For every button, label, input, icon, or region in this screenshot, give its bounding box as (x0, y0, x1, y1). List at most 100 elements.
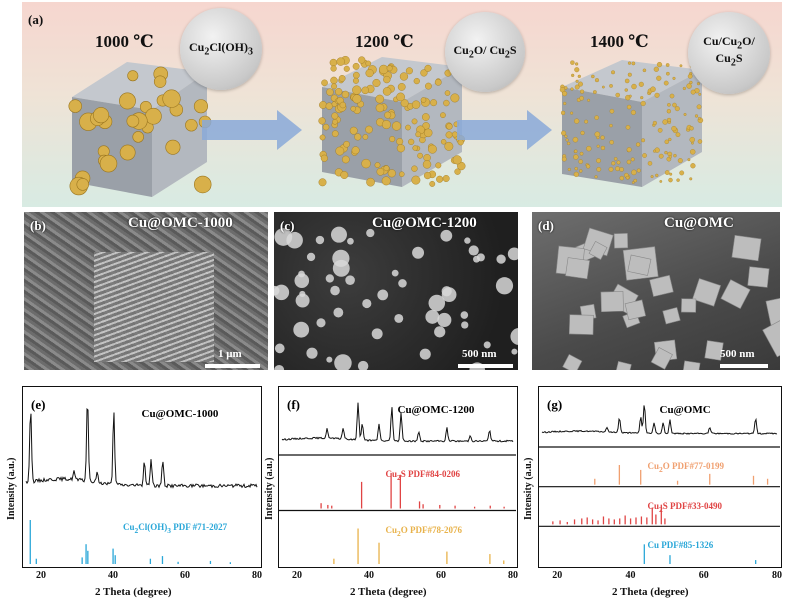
sem-crystal (568, 314, 594, 335)
particle (422, 160, 432, 169)
particle (691, 141, 694, 145)
particle (602, 85, 605, 89)
particle (452, 155, 462, 165)
sem-particle (274, 364, 285, 370)
particle (325, 102, 333, 110)
x-tick-label: 80 (508, 570, 518, 581)
x-tick-label: 80 (252, 570, 262, 581)
particle (352, 94, 362, 104)
particle (611, 70, 615, 75)
particle (574, 118, 580, 124)
sem-particle (428, 294, 446, 312)
particle (340, 171, 349, 179)
particle (627, 72, 632, 77)
sem-image-b (22, 210, 270, 372)
sem-particle (306, 252, 316, 262)
xrd-sample-name: Cu@OMC-1200 (398, 404, 475, 416)
particle (326, 88, 334, 96)
sem-crystal (682, 360, 701, 370)
particle (679, 170, 685, 176)
particle (671, 125, 677, 132)
ylabel-g: Intensity (a.u.) (523, 457, 534, 520)
particle (673, 153, 677, 158)
particle (564, 134, 568, 138)
particle (382, 87, 392, 96)
particle (445, 131, 453, 139)
sem-b-scale: 1 μm (218, 348, 242, 360)
sem-particle (495, 277, 514, 295)
particle (330, 65, 337, 72)
phase-1000: Cu2Cl(OH)3 (188, 40, 253, 58)
particle (457, 139, 464, 146)
particle (656, 62, 663, 68)
particle (697, 116, 701, 120)
particle (682, 86, 686, 90)
particle (687, 158, 691, 162)
particle (362, 134, 369, 140)
particle (185, 118, 198, 132)
particle (561, 156, 567, 162)
sem-particle (425, 309, 440, 324)
particle (694, 114, 699, 118)
sem-crystal (627, 254, 652, 276)
particle (442, 175, 450, 182)
particle (609, 123, 613, 128)
sem-particle (325, 274, 334, 283)
particle (424, 64, 432, 72)
particle (193, 175, 212, 194)
particle (624, 88, 628, 92)
particle (350, 105, 357, 112)
particle (422, 113, 430, 121)
particle (600, 135, 605, 140)
sem-particle (334, 354, 352, 370)
particle (611, 161, 616, 166)
sem-crystal (704, 340, 724, 361)
particle (626, 159, 632, 165)
panel-a-label: (a) (28, 12, 44, 27)
sem-particle (293, 321, 310, 338)
xrd-label: (f) (287, 397, 300, 412)
particle (577, 74, 581, 78)
particle (560, 110, 566, 115)
stage-1400-temp: 1400 ℃ (590, 32, 649, 51)
particle (375, 94, 385, 104)
sem-crystal (649, 274, 674, 297)
particle (575, 79, 579, 83)
particle (440, 139, 447, 145)
particle (396, 92, 405, 102)
sem-particle (441, 286, 452, 297)
stage-1000-temp: 1000 ℃ (95, 32, 154, 51)
sem-crystal (600, 291, 624, 313)
sem-particle (315, 235, 325, 245)
sem-b-label: (b) (30, 218, 46, 233)
particle (655, 173, 659, 177)
particle (391, 121, 402, 131)
particle (616, 160, 621, 165)
sem-crystal (536, 371, 549, 372)
particle (650, 175, 654, 179)
particle (457, 161, 466, 171)
particle (640, 100, 646, 107)
particle (669, 93, 675, 99)
sem-d-label: (d) (538, 218, 554, 233)
x-tick-label: 60 (180, 570, 190, 581)
particle (450, 93, 460, 103)
particle (440, 112, 446, 119)
particle (656, 75, 662, 81)
particle (578, 159, 583, 164)
sem-particle (333, 307, 344, 318)
particle (658, 153, 664, 159)
sem-crystal (765, 295, 780, 326)
particle (365, 125, 373, 134)
particle (331, 130, 339, 138)
particle (386, 65, 393, 72)
particle (586, 145, 592, 152)
particle (331, 83, 338, 90)
sem-particle (437, 312, 452, 328)
particle (626, 147, 632, 153)
xrd-sample-name: Cu@OMC-1000 (142, 408, 219, 420)
particle (389, 136, 396, 143)
sem-crystal (562, 353, 583, 370)
particle (361, 158, 371, 169)
xrd-label: (g) (547, 397, 562, 412)
